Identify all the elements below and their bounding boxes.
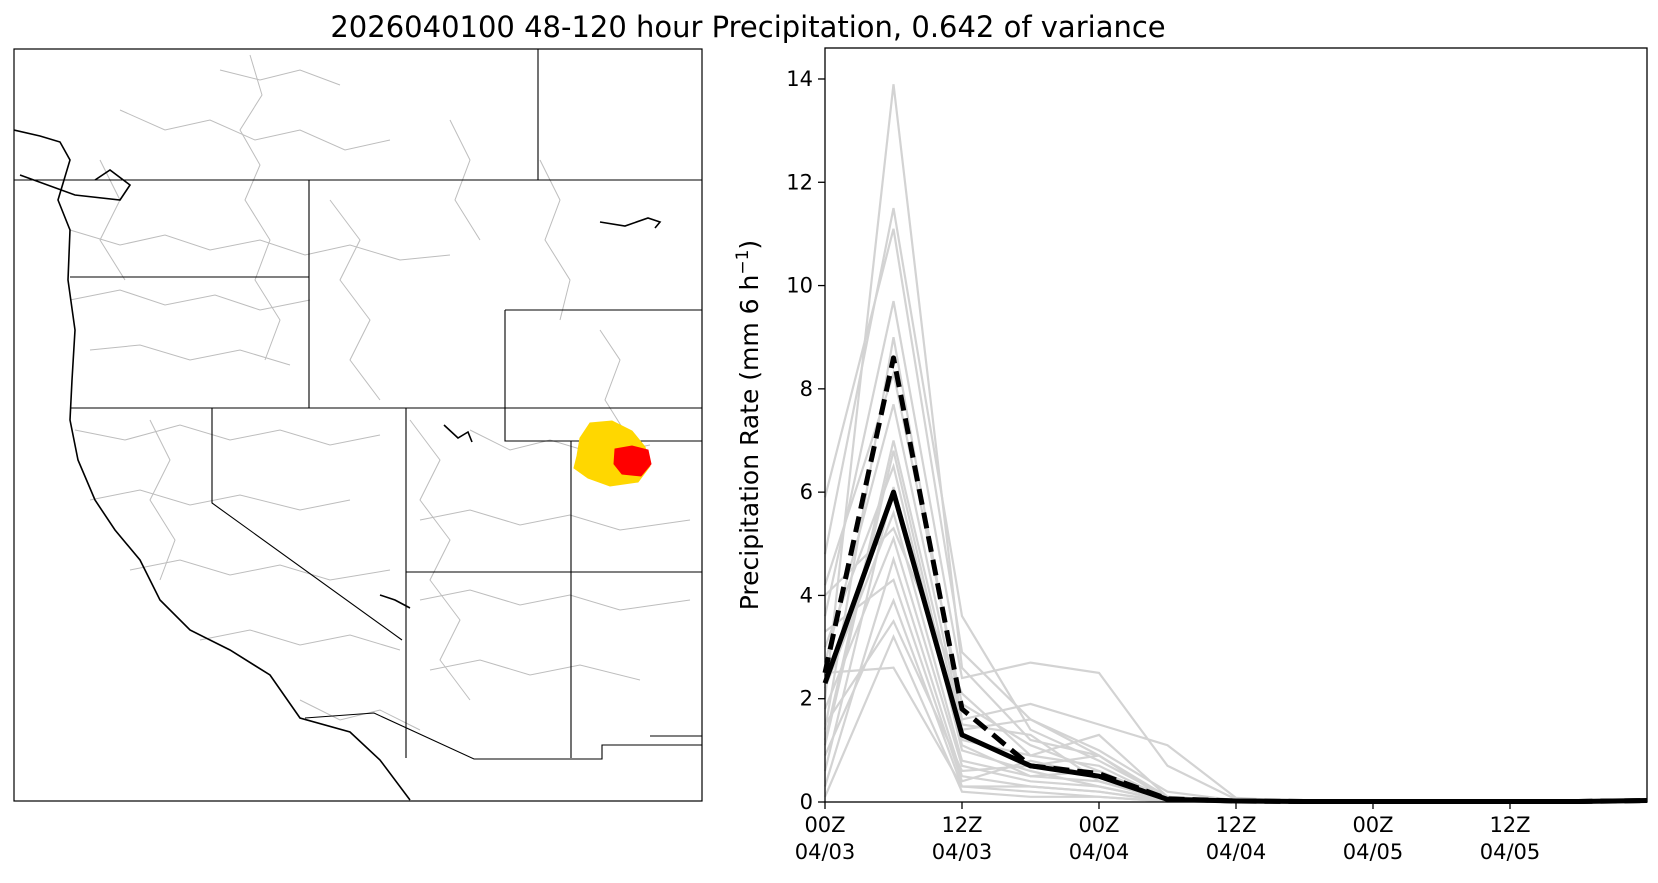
- y-tick-label: 6: [800, 480, 813, 504]
- y-axis-label: Precipitation Rate (mm 6 h−1): [733, 240, 764, 610]
- great-salt-lake: [443, 424, 473, 443]
- puget-sound: [19, 169, 132, 201]
- y-tick-label: 14: [786, 67, 813, 91]
- y-axis: 0 2 4 6 8 10 12 14: [786, 67, 825, 814]
- x-axis: 00Z 04/03 12Z 04/03 00Z 04/04 12Z 04/04 00Z 04/05…: [795, 802, 1541, 864]
- state-borders: [14, 49, 702, 760]
- x-tick-label-date: 04/05: [1480, 840, 1541, 864]
- x-tick-label-date: 04/03: [795, 840, 856, 864]
- x-tick-label-time: 00Z: [804, 813, 845, 837]
- lake-mead: [379, 594, 411, 609]
- x-tick-label-date: 04/03: [932, 840, 993, 864]
- x-tick-label-time: 12Z: [941, 813, 982, 837]
- y-tick-label: 8: [800, 377, 813, 401]
- y-tick-label: 12: [786, 170, 813, 194]
- x-tick-label-time: 12Z: [1489, 813, 1530, 837]
- map-panel: [13, 48, 703, 802]
- x-tick-label-date: 04/05: [1343, 840, 1404, 864]
- x-tick-label-date: 04/04: [1069, 840, 1130, 864]
- map-frame: [13, 48, 703, 802]
- y-tick-label: 0: [800, 790, 813, 814]
- x-tick-label-date: 04/04: [1206, 840, 1267, 864]
- map-background: [14, 49, 702, 801]
- y-tick-label: 4: [800, 583, 813, 607]
- x-tick-label-time: 00Z: [1352, 813, 1393, 837]
- basin-inner-highlight: [613, 445, 652, 477]
- x-tick-label-time: 12Z: [1215, 813, 1256, 837]
- coastline: [14, 129, 411, 801]
- lake-outline: [599, 217, 662, 229]
- y-tick-label: 2: [800, 687, 813, 711]
- figure-title: 2026040100 48-120 hour Precipitation, 0.…: [330, 10, 1165, 44]
- y-tick-label: 10: [786, 274, 813, 298]
- x-tick-label-time: 00Z: [1078, 813, 1119, 837]
